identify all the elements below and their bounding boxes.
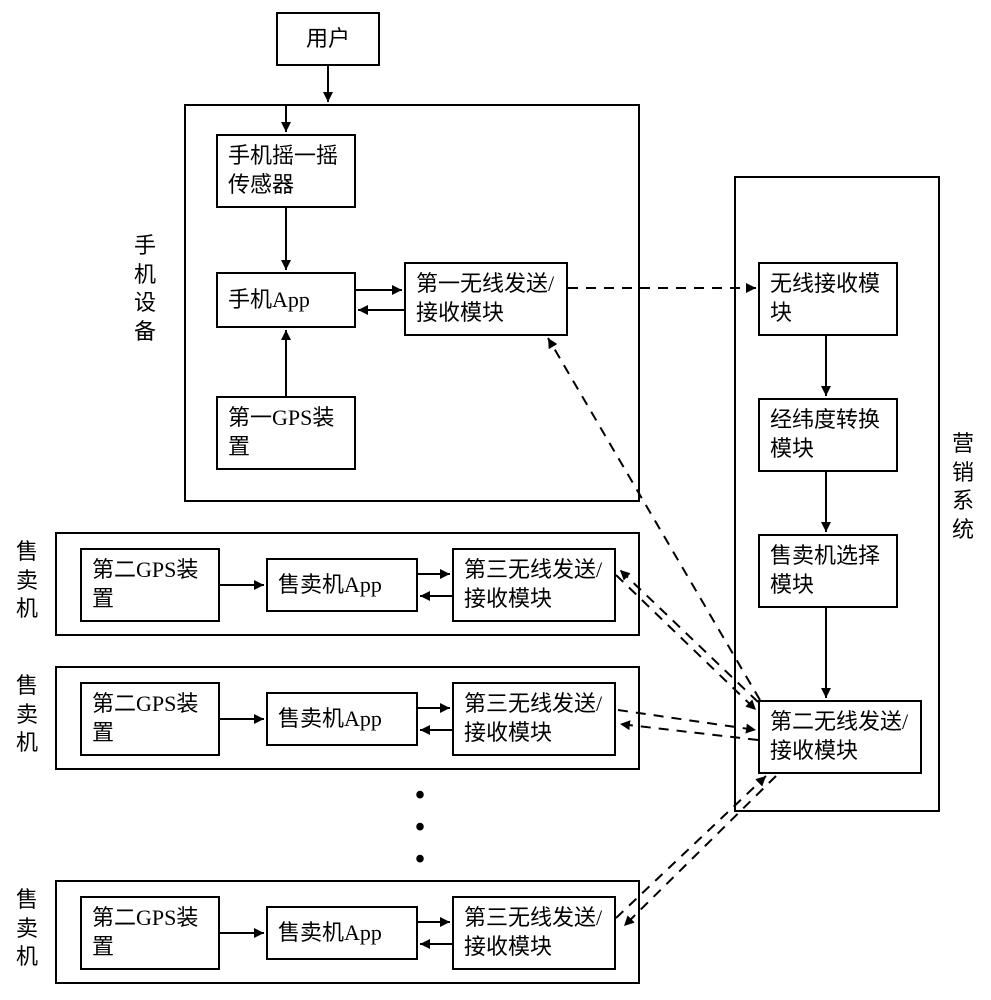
gps1-label: 第一GPS装置	[228, 404, 344, 461]
vendor1-app-label: 售卖机App	[278, 571, 382, 600]
vendor1-section-label: 售卖机	[16, 538, 38, 624]
vendor2-app-box: 售卖机App	[266, 692, 418, 746]
wireless1-box: 第一无线发送/接收模块	[404, 262, 568, 336]
wireless2-box: 第二无线发送/接收模块	[758, 700, 922, 774]
vendorN-section-label: 售卖机	[16, 886, 38, 972]
vendorN-wireless3-box: 第三无线发送/接收模块	[452, 896, 616, 970]
wireless1-label: 第一无线发送/接收模块	[416, 270, 556, 327]
shake-sensor-box: 手机摇一摇传感器	[216, 134, 356, 208]
user-label: 用户	[306, 25, 350, 54]
vendor1-gps2-label: 第二GPS装置	[92, 556, 208, 613]
vendor1-wireless3-label: 第三无线发送/接收模块	[464, 556, 604, 613]
wireless-recv-label: 无线接收模块	[770, 270, 886, 327]
ellipsis-dots: •••	[410, 780, 430, 876]
vendor2-wireless3-box: 第三无线发送/接收模块	[452, 682, 616, 756]
vendorN-gps2-label: 第二GPS装置	[92, 904, 208, 961]
marketing-section-label: 营销系统	[952, 430, 974, 544]
shake-sensor-label: 手机摇一摇传感器	[228, 142, 344, 199]
vendor1-app-box: 售卖机App	[266, 558, 418, 612]
vendor2-gps2-box: 第二GPS装置	[80, 682, 220, 756]
phone-section-label: 手机设备	[134, 232, 156, 346]
vendor1-wireless3-box: 第三无线发送/接收模块	[452, 548, 616, 622]
user-box: 用户	[276, 12, 380, 66]
latlon-conv-box: 经纬度转换模块	[758, 398, 898, 472]
vendorN-app-box: 售卖机App	[266, 906, 418, 960]
vendorN-wireless3-label: 第三无线发送/接收模块	[464, 904, 604, 961]
wireless-recv-box: 无线接收模块	[758, 262, 898, 336]
vendor1-gps2-box: 第二GPS装置	[80, 548, 220, 622]
vendorN-app-label: 售卖机App	[278, 919, 382, 948]
vendorN-gps2-box: 第二GPS装置	[80, 896, 220, 970]
vendor-select-label: 售卖机选择模块	[770, 542, 886, 599]
vendor-select-box: 售卖机选择模块	[758, 534, 898, 608]
phone-app-box: 手机App	[216, 272, 356, 328]
vendor2-section-label: 售卖机	[16, 672, 38, 758]
latlon-conv-label: 经纬度转换模块	[770, 406, 886, 463]
wireless2-label: 第二无线发送/接收模块	[770, 708, 910, 765]
vendor2-app-label: 售卖机App	[278, 705, 382, 734]
vendor2-wireless3-label: 第三无线发送/接收模块	[464, 690, 604, 747]
phone-app-label: 手机App	[228, 286, 310, 315]
gps1-box: 第一GPS装置	[216, 396, 356, 470]
vendor2-gps2-label: 第二GPS装置	[92, 690, 208, 747]
